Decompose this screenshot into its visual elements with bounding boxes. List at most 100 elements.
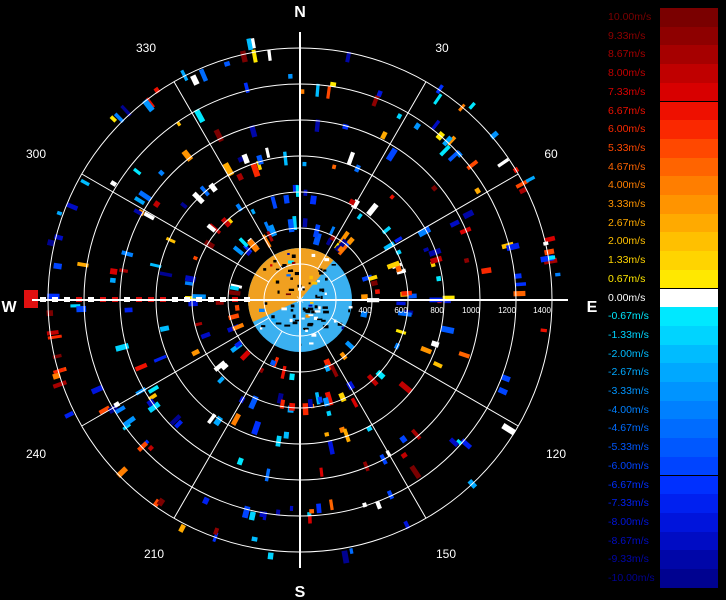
echo-gate: [46, 310, 54, 317]
bearing-label-210: 210: [144, 547, 164, 561]
legend-swatch: [660, 157, 718, 177]
echo-gate: [213, 128, 225, 143]
echo-speckle: [302, 288, 305, 291]
echo-gate: [145, 97, 156, 109]
legend-label: -8.00m/s: [608, 515, 649, 528]
echo-gate: [458, 103, 466, 112]
echo-gate: [114, 405, 126, 415]
echo-gate: [201, 496, 210, 505]
polar-radar-display[interactable]: ✳ N S E W 30 60 120 150 210 240 300 330 …: [0, 0, 600, 600]
legend-swatch: [660, 531, 718, 551]
echo-speckle: [318, 306, 321, 310]
echo-gate: [395, 249, 402, 256]
echo-gate: [544, 235, 556, 243]
echo-speckle: [287, 253, 290, 255]
echo-gate: [394, 236, 403, 244]
echo-gate: [396, 113, 403, 120]
compass-north-label: N: [294, 4, 306, 21]
legend-swatch: [660, 213, 718, 233]
echo-gate: [251, 420, 262, 436]
echo-gate: [180, 69, 189, 82]
echo-gate: [385, 147, 398, 162]
legend-swatch: [660, 550, 718, 569]
echo-gate: [56, 210, 63, 216]
legend-label: -2.67m/s: [608, 366, 649, 379]
echo-gate: [246, 38, 253, 51]
echo-gate: [199, 185, 210, 197]
echo-gate: [263, 221, 272, 234]
echo-speckle: [288, 288, 295, 291]
echo-gate: [119, 268, 129, 273]
range-label-1000: 1000: [462, 306, 480, 315]
echo-speckle: [289, 318, 293, 323]
echo-gate: [153, 354, 167, 363]
legend-swatch: [660, 307, 718, 326]
legend-entry: 10.00m/s: [606, 8, 718, 27]
legend-swatch: [660, 569, 718, 588]
echo-speckle: [292, 314, 296, 318]
echo-speckle: [321, 319, 326, 322]
legend-label: -6.00m/s: [608, 459, 649, 472]
legend-swatch: [660, 325, 718, 345]
echo-gate: [366, 202, 379, 217]
echo-gate: [217, 376, 225, 384]
echo-gate: [317, 396, 323, 404]
echo-gate: [241, 153, 250, 165]
azimuth-line: [81, 173, 270, 283]
echo-speckle: [348, 306, 353, 309]
echo-speckle: [311, 310, 317, 314]
echo-speckle: [315, 296, 321, 299]
echo-gate: [280, 365, 287, 380]
legend-entry: -2.67m/s: [606, 363, 718, 382]
range-label-1400: 1400: [533, 306, 551, 315]
echo-gate: [24, 290, 38, 308]
legend-swatch: [660, 120, 718, 139]
legend-entry: 2.00m/s: [606, 232, 718, 252]
echo-gate: [442, 135, 453, 147]
echo-gate: [234, 304, 240, 311]
legend-entry: 5.33m/s: [606, 138, 718, 158]
echo-gate: [346, 151, 356, 166]
echo-speckle: [323, 310, 329, 314]
echo-gate: [413, 122, 421, 131]
echo-gate: [137, 441, 149, 452]
echo-gate: [326, 410, 332, 417]
legend-entry: -4.00m/s: [606, 400, 718, 420]
bearing-label-150: 150: [436, 547, 456, 561]
echo-gate: [515, 282, 527, 287]
echo-gate: [134, 362, 148, 372]
echo-gate: [300, 89, 305, 94]
echo-gate: [152, 200, 161, 208]
legend-label: 9.33m/s: [608, 29, 646, 42]
echo-gate: [213, 415, 224, 427]
echo-gate: [149, 262, 162, 269]
echo-speckle: [315, 294, 318, 297]
echo-speckle: [323, 269, 327, 272]
echo-speckle: [277, 290, 280, 294]
echo-gate: [501, 374, 511, 383]
echo-gate: [329, 499, 334, 511]
echo-gate: [113, 112, 125, 124]
legend-label: -0.67m/s: [608, 310, 649, 323]
echo-gate: [156, 497, 166, 507]
echo-gate: [367, 274, 378, 282]
echo-gate: [169, 414, 182, 426]
legend-swatch: [660, 400, 718, 420]
echo-gate: [432, 360, 443, 369]
polar-grid: [32, 32, 568, 568]
echo-gate: [259, 367, 265, 374]
legend-label: -4.67m/s: [608, 422, 649, 435]
azimuth-line: [330, 173, 519, 283]
echo-gate: [314, 119, 321, 132]
range-label-1200: 1200: [498, 306, 516, 315]
echo-gate: [66, 202, 79, 211]
echo-gate: [198, 68, 209, 82]
echo-gate: [267, 224, 278, 237]
echo-gate: [264, 468, 271, 482]
echo-gate: [188, 300, 198, 307]
echo-gate: [109, 277, 116, 283]
echo-gate: [122, 422, 132, 431]
echo-gate: [289, 373, 295, 381]
echo-speckle: [320, 295, 323, 299]
